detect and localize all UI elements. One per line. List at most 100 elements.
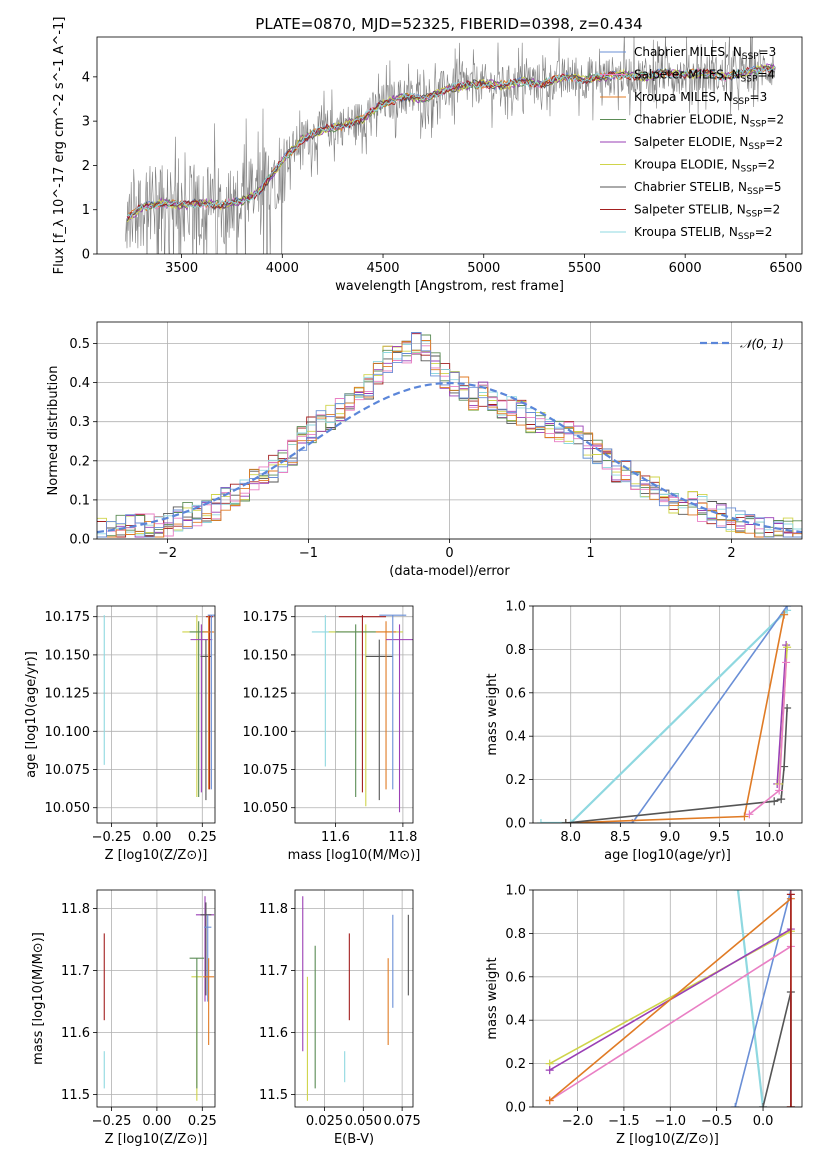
x-tick-label: 0.00 — [142, 830, 171, 845]
x-axis-label: Z [log10(Z/Z⊙)] — [616, 1132, 719, 1147]
y-tick-label: 1.0 — [505, 884, 526, 899]
data-point-marker — [786, 890, 795, 899]
y-tick-label: 11.5 — [61, 1088, 90, 1103]
x-axis-label: age [log10(age/yr)] — [604, 848, 731, 863]
y-tick-label: 10.100 — [45, 725, 91, 740]
grid — [97, 890, 215, 1107]
axes-frame — [96, 36, 803, 255]
y-tick-label: 10.150 — [45, 648, 91, 663]
data-point-marker — [545, 1066, 554, 1075]
axes-frame — [532, 605, 803, 824]
y-tick-label: 11.8 — [259, 902, 288, 917]
plot-area — [97, 332, 802, 538]
mass-weight-line — [734, 890, 792, 1107]
mass-weight-line — [549, 945, 792, 1102]
x-tick-label: 0 — [445, 546, 453, 561]
axes-frame — [96, 605, 216, 824]
legend-subscript: SSP — [748, 142, 765, 152]
axes-frame — [532, 889, 803, 1108]
y-tick-label: 0.2 — [505, 773, 526, 788]
x-tick-label: 0.075 — [384, 1114, 421, 1129]
y-tick-label: 10.075 — [243, 763, 289, 778]
plot-area — [536, 606, 792, 823]
data-point-marker — [733, 890, 742, 894]
y-tick-label: 0.0 — [69, 533, 90, 548]
age-vs-metallicity-panel: −0.25 0.00 0.25 10.050 10.075 10.100 10.125 10.… — [24, 605, 217, 863]
x-tick-label: 0.025 — [306, 1114, 343, 1129]
x-tick-label: 11.8 — [388, 830, 417, 845]
normal-distribution-curve — [97, 381, 802, 534]
y-tick-label: 1 — [82, 203, 90, 218]
y-tick-label: 10.175 — [45, 610, 91, 625]
y-tick-label: 11.6 — [259, 1026, 288, 1041]
x-axis-label: wavelength [Angstrom, rest frame] — [335, 279, 564, 294]
legend-entry: Salpeter ELODIE, NSSP=2 — [634, 135, 783, 152]
y-tick-label: 10.075 — [45, 763, 91, 778]
plot-area — [311, 614, 413, 813]
x-tick-label: −1.5 — [608, 1114, 640, 1129]
plot-area — [103, 614, 215, 801]
y-axis-label: age [log10(age/yr)] — [24, 651, 39, 778]
x-tick-label: 9.0 — [660, 830, 681, 845]
x-tick-label: 3500 — [165, 261, 198, 276]
x-axis-label: Z [log10(Z/Z⊙)] — [105, 1132, 208, 1147]
y-axis-label: Flux [f_λ 10^-17 erg cm^-2 s^-1 A^-1] — [52, 17, 67, 275]
x-tick-label: 11.6 — [321, 830, 350, 845]
x-tick-label: 10.0 — [755, 830, 784, 845]
y-tick-label: 0.1 — [69, 493, 90, 508]
x-tick-label: 6500 — [769, 261, 802, 276]
y-tick-label: 0.4 — [69, 376, 90, 391]
data-point-marker — [745, 810, 754, 819]
y-tick-label: 4 — [82, 70, 90, 85]
y-tick-label: 0.6 — [505, 686, 526, 701]
mass-weight-line — [736, 890, 765, 1107]
data-point-marker — [759, 1103, 768, 1107]
x-tick-label: −2 — [158, 546, 177, 561]
legend-entry: Chabrier STELIB, NSSP=5 — [634, 180, 782, 197]
legend-entry: Kroupa STELIB, NSSP=2 — [634, 225, 772, 242]
mass-weight-line — [565, 606, 788, 823]
data-point-marker — [740, 812, 749, 821]
x-tick-label: 0.0 — [753, 1114, 774, 1129]
x-tick-label: 0.00 — [142, 1114, 171, 1129]
y-tick-label: 11.7 — [61, 964, 90, 979]
y-tick-label: 0.2 — [505, 1057, 526, 1072]
y-tick-label: 0.4 — [505, 1014, 526, 1029]
x-tick-label: 0.25 — [188, 830, 217, 845]
x-tick-label: −1 — [299, 546, 318, 561]
legend-subscript: SSP — [738, 232, 755, 242]
legend-entry: 𝒩(0, 1) — [740, 337, 784, 351]
mass-vs-extinction-panel: 0.025 0.050 0.075 11.5 11.6 11.7 11.8 E(B-V) — [259, 889, 421, 1147]
x-axis-label: mass [log10(M/M⊙)] — [288, 848, 421, 863]
y-tick-label: 0.2 — [69, 454, 90, 469]
x-tick-label: −0.25 — [92, 830, 132, 845]
x-tick-label: 5000 — [467, 261, 500, 276]
y-tick-label: 2 — [82, 159, 90, 174]
y-tick-label: 0.8 — [505, 643, 526, 658]
y-tick-label: 0.8 — [505, 927, 526, 942]
y-axis-label: mass weight — [485, 673, 500, 755]
observed-spectrum-line — [124, 37, 776, 254]
axes-frame — [96, 321, 803, 540]
data-point-marker — [775, 786, 784, 795]
y-tick-label: 10.100 — [243, 725, 289, 740]
x-tick-label: 9.5 — [709, 830, 730, 845]
legend-subscript: SSP — [746, 210, 763, 220]
y-tick-label: 3 — [82, 115, 90, 130]
model-spectrum-line — [126, 65, 776, 222]
grid — [295, 606, 413, 823]
y-tick-label: 0.6 — [505, 970, 526, 985]
legend-entry: Salpeter STELIB, NSSP=2 — [634, 203, 780, 220]
mass-weight-line — [776, 645, 787, 784]
residual-histogram-step — [97, 332, 802, 538]
spectrum-panel: 3500 4000 4500 5000 5500 6000 6500 0 1 2 3 4 wavelen… — [52, 17, 802, 294]
y-tick-label: 10.175 — [243, 610, 289, 625]
y-tick-label: 0.0 — [505, 817, 526, 832]
y-tick-label: 10.150 — [243, 648, 289, 663]
legend-text: Kroupa MILES, N — [634, 90, 733, 104]
legend-value: =2 — [766, 113, 784, 127]
legend-text: Chabrier MILES, N — [634, 45, 742, 59]
x-axis-label: (data-model)/error — [389, 564, 510, 579]
legend-entry: Salpeter MILES, NSSP=4 — [634, 68, 775, 85]
